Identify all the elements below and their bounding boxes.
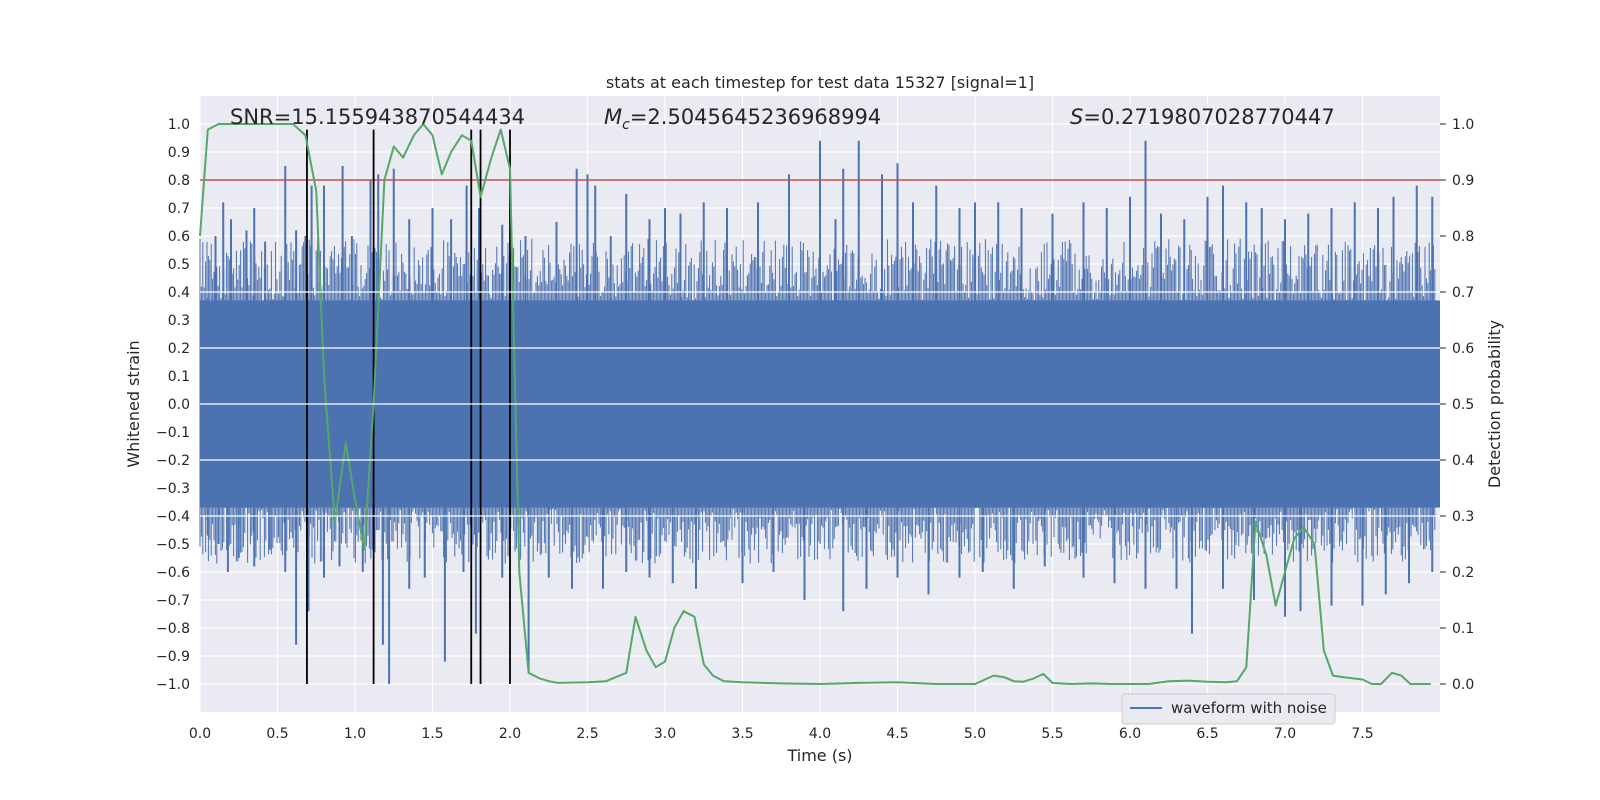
mc-symbol: M [604,105,622,129]
y-tick-label: 0.0 [168,397,190,413]
x-tick-label: 4.0 [809,726,831,742]
y2-tick-label: 0.3 [1452,509,1474,525]
legend: waveform with noise [1121,693,1336,725]
x-tick-label: 5.0 [964,726,986,742]
s-annotation: S=0.2719807028770447 [1070,105,1335,129]
y2-axis-label: Detection probability [1485,320,1504,488]
x-tick-label: 1.0 [344,726,366,742]
y-tick-label: 0.4 [168,285,190,301]
chart-title: stats at each timestep for test data 153… [606,73,1034,92]
y-tick-label: 0.6 [168,229,190,245]
x-tick-label: 7.5 [1351,726,1373,742]
y-tick-label: 1.0 [168,117,190,133]
waveform-noise [199,238,1436,564]
y-tick-label: 0.5 [168,257,190,273]
y-tick-label: −0.7 [156,593,190,609]
x-tick-label: 7.0 [1274,726,1296,742]
legend-label-waveform: waveform with noise [1171,699,1327,717]
y-tick-label: −0.6 [156,565,190,581]
x-tick-labels: 0.0 0.5 1.0 1.5 2.0 2.5 3.0 3.5 4.0 4.5 5.0 5.5 6.0 6… [189,726,1374,742]
waveform-series [199,140,1440,684]
x-tick-label: 1.5 [421,726,443,742]
y-tick-labels: −1.0 −0.9 −0.8 −0.7 −0.6 −0.5 −0.4 −0.3 −0.2 −0.1… [156,117,190,693]
x-tick-label: 6.0 [1119,726,1141,742]
y-tick-label: −0.8 [156,621,190,637]
vertical-markers [306,129,511,684]
y2-tick-label: 0.5 [1452,397,1474,413]
s-symbol: S [1070,105,1083,129]
y-tick-label: −0.9 [156,649,190,665]
snr-annotation: SNR=15.155943870544434 [230,105,525,129]
y-tick-label: 0.1 [168,369,190,385]
x-tick-label: 0.5 [266,726,288,742]
x-tick-label: 0.0 [189,726,211,742]
y2-tick-label: 0.0 [1452,677,1474,693]
x-axis-label: Time (s) [786,746,852,765]
y-tick-label: 0.7 [168,201,190,217]
y2-tick-label: 0.1 [1452,621,1474,637]
legend-box [1121,693,1336,725]
x-tick-label: 3.0 [654,726,676,742]
x-tick-label: 6.5 [1196,726,1218,742]
y-tick-label: −1.0 [156,677,190,693]
y-tick-label: −0.3 [156,481,190,497]
y-tick-label: 0.3 [168,313,190,329]
mc-annotation: Mc=2.5045645236968994 [604,105,881,133]
y2-tick-label: 0.2 [1452,565,1474,581]
y2-tick-labels: 0.0 0.1 0.2 0.3 0.4 0.5 0.6 0.7 0.8 0.9 1.0 [1440,117,1474,693]
y2-tick-label: 1.0 [1452,117,1474,133]
x-tick-label: 5.5 [1041,726,1063,742]
y2-tick-label: 0.9 [1452,173,1474,189]
mc-value: =2.5045645236968994 [630,105,881,129]
x-tick-label: 3.5 [731,726,753,742]
y-tick-label: −0.2 [156,453,190,469]
probability-line [199,123,1431,685]
y2-gridlines [200,291,1440,517]
y-tick-label: −0.1 [156,425,190,441]
y-tick-label: −0.5 [156,537,190,553]
x-tick-label: 4.5 [886,726,908,742]
x-tick-label: 2.0 [499,726,521,742]
y2-tick-label: 0.6 [1452,341,1474,357]
y2-tick-label: 0.4 [1452,453,1474,469]
y-tick-label: 0.9 [168,145,190,161]
y-axis-label: Whitened strain [124,340,143,467]
mc-subscript: c [622,117,630,133]
x-tick-label: 2.5 [576,726,598,742]
s-value: =0.2719807028770447 [1083,105,1334,129]
y-tick-label: −0.4 [156,509,190,525]
y-tick-label: 0.8 [168,173,190,189]
y2-tick-label: 0.8 [1452,229,1474,245]
y2-tick-label: 0.7 [1452,285,1474,301]
y-tick-label: 0.2 [168,341,190,357]
probability-series [199,123,1431,685]
